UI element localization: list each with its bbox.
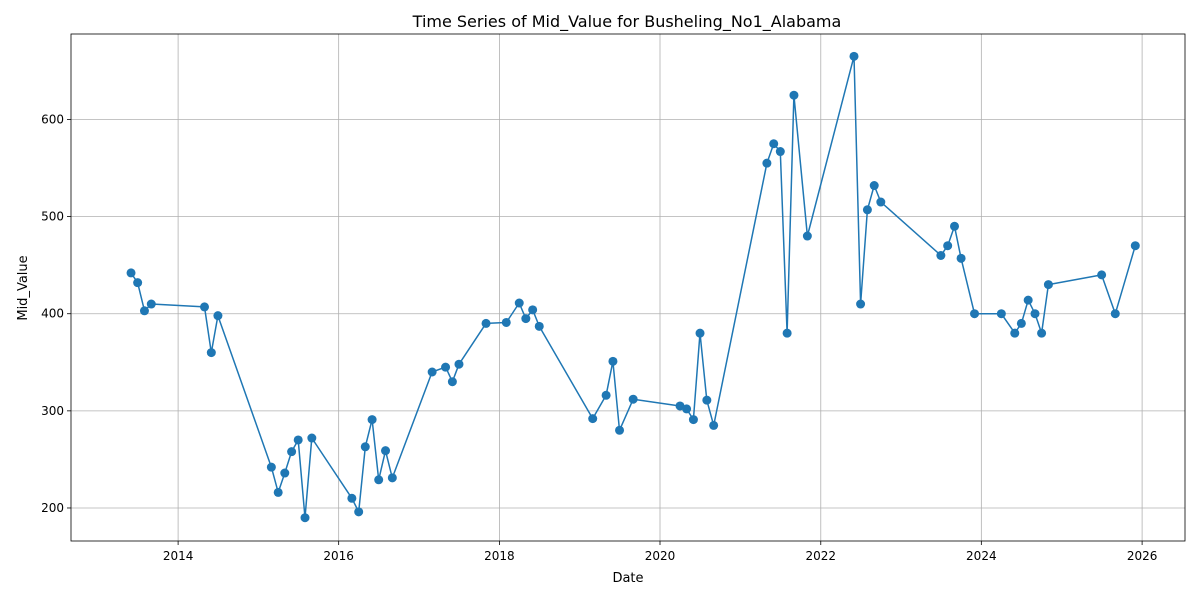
data-point [709, 420, 719, 430]
series-line-layer [130, 55, 1137, 519]
data-point [307, 433, 317, 443]
data-point [387, 473, 397, 483]
data-point [849, 51, 859, 61]
plot-frame [70, 33, 1186, 542]
y-axis-label: Mid_Value [16, 255, 31, 320]
data-point [381, 446, 391, 456]
x-tick-label: 2022 [806, 549, 837, 563]
chart-title: Time Series of Mid_Value for Busheling_N… [412, 12, 842, 32]
data-point [347, 493, 357, 503]
data-point [1016, 318, 1026, 328]
x-tick-label: 2026 [1127, 549, 1158, 563]
data-point [802, 231, 812, 241]
data-point [280, 468, 290, 478]
data-point [501, 317, 511, 327]
data-point [454, 359, 464, 369]
data-point [1110, 309, 1120, 319]
y-tick-label: 600 [41, 112, 64, 126]
data-point [876, 197, 886, 207]
data-point [354, 507, 364, 517]
data-point [862, 205, 872, 215]
data-point [869, 181, 879, 191]
data-point [481, 318, 491, 328]
data-point [427, 367, 437, 377]
data-point [956, 253, 966, 263]
data-point [762, 158, 772, 168]
data-point [273, 487, 283, 497]
data-point [601, 390, 611, 400]
data-point [628, 394, 638, 404]
data-point [293, 435, 303, 445]
data-point [528, 305, 538, 315]
data-point [943, 241, 953, 251]
x-tick-label: 2014 [163, 549, 194, 563]
data-point [615, 425, 625, 435]
data-point [970, 309, 980, 319]
data-point [133, 278, 143, 288]
series-line [130, 55, 1137, 519]
data-point [126, 268, 136, 278]
data-point [367, 415, 377, 425]
data-point [936, 250, 946, 260]
y-tick-label: 500 [41, 210, 64, 224]
data-point [534, 321, 544, 331]
x-tick-label: 2024 [966, 549, 997, 563]
grid-lines [71, 34, 1185, 541]
data-point [789, 90, 799, 100]
data-point [1010, 328, 1020, 338]
x-tick-label: 2018 [484, 549, 515, 563]
data-point [695, 328, 705, 338]
data-point [682, 404, 692, 414]
data-point [521, 314, 531, 324]
data-point [856, 299, 866, 309]
data-point [782, 328, 792, 338]
data-point [300, 513, 310, 523]
data-point [588, 414, 598, 424]
data-point [266, 462, 276, 472]
x-axis-label: Date [612, 571, 643, 586]
data-point [206, 348, 216, 358]
data-point [702, 395, 712, 405]
data-point [514, 298, 524, 308]
data-point [1130, 241, 1140, 251]
y-tick-label: 400 [41, 307, 64, 321]
data-point [287, 447, 297, 457]
data-point [374, 475, 384, 485]
data-point [1043, 280, 1053, 290]
data-point [1023, 295, 1033, 305]
y-axis-ticks: 200 300 400 500 600 [41, 112, 71, 515]
data-point [608, 356, 618, 366]
data-point [200, 302, 210, 312]
data-point [1037, 328, 1047, 338]
x-tick-label: 2020 [645, 549, 676, 563]
data-point [950, 221, 960, 231]
data-point [146, 299, 156, 309]
data-point [775, 147, 785, 157]
y-tick-label: 200 [41, 501, 64, 515]
data-point [360, 442, 370, 452]
data-point [996, 309, 1006, 319]
data-point [447, 377, 457, 387]
x-axis-ticks: 2014 2016 2018 2020 2022 2024 2026 [163, 541, 1158, 563]
data-point [213, 311, 223, 321]
data-point [688, 415, 698, 425]
data-point [441, 362, 451, 372]
data-point [769, 139, 779, 149]
data-point [1030, 309, 1040, 319]
data-point [139, 306, 149, 316]
data-points [126, 51, 1140, 523]
x-tick-label: 2016 [323, 549, 354, 563]
y-tick-label: 300 [41, 404, 64, 418]
data-point [1097, 270, 1107, 280]
